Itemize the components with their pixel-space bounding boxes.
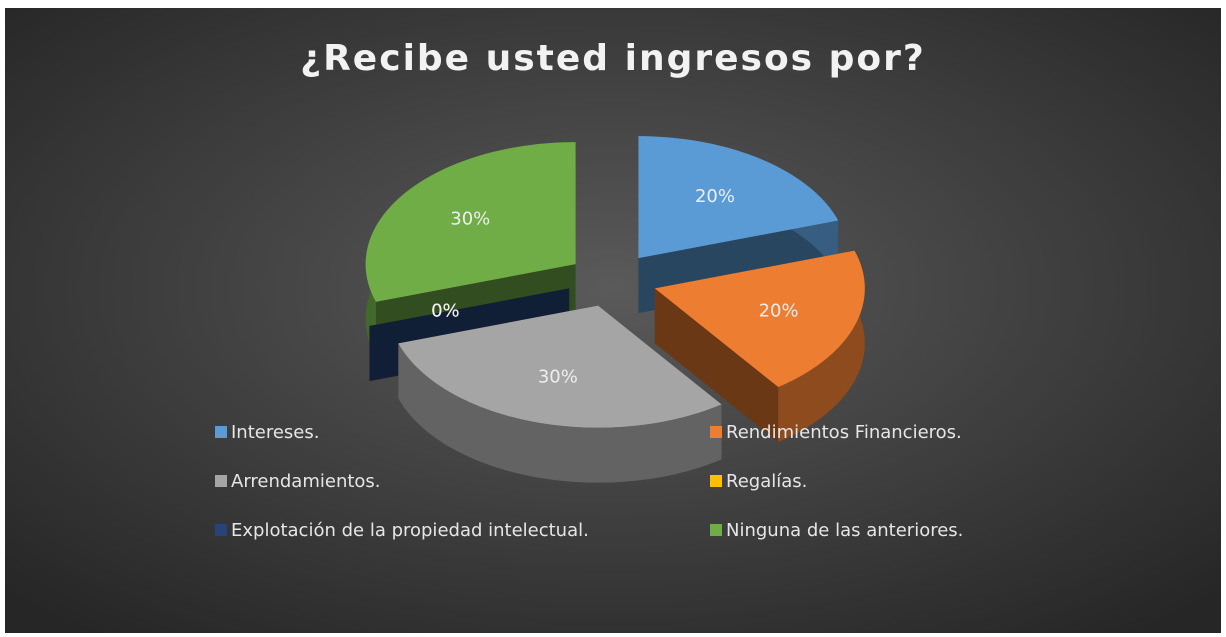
slice-side: [398, 343, 722, 483]
legend-label: Regalías.: [726, 471, 807, 492]
data-label: 20%: [695, 186, 735, 207]
legend-swatch: [710, 426, 722, 438]
legend-swatch: [215, 426, 227, 438]
legend-swatch: [215, 524, 227, 536]
data-label: 30%: [450, 209, 490, 230]
chart-title: ¿Recibe usted ingresos por?: [300, 38, 926, 79]
legend-label: Intereses.: [231, 422, 319, 443]
slice: [638, 136, 839, 259]
data-label: 20%: [759, 301, 799, 322]
legend-label: Ninguna de las anteriores.: [726, 520, 963, 541]
legend-swatch: [710, 475, 722, 487]
legend-swatch: [215, 475, 227, 487]
data-label: 0%: [431, 301, 460, 322]
legend-swatch: [710, 524, 722, 536]
slice-side: [778, 250, 865, 443]
slice: [398, 305, 722, 428]
legend-label: Rendimientos Financieros.: [726, 422, 962, 443]
legend-label: Explotación de la propiedad intelectual.: [231, 520, 589, 541]
slice: [654, 250, 865, 388]
slice: [365, 142, 576, 302]
slice-side: [654, 288, 779, 443]
data-label: 30%: [538, 367, 578, 388]
legend-label: Arrendamientos.: [231, 471, 381, 492]
data-label: 0%: [431, 301, 460, 322]
